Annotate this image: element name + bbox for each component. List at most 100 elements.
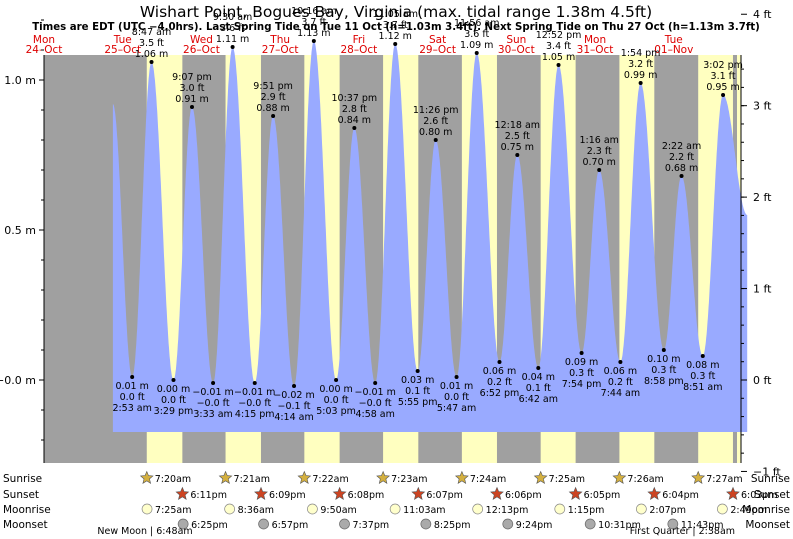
high-tide-time: 1:54 pm: [621, 48, 661, 59]
high-tide-time: 9:07 pm: [172, 72, 212, 83]
low-tide-marker: [536, 366, 541, 370]
moon-phase-label: First Quarter | 2:38am: [630, 526, 735, 537]
moonrise-time: 11:03am: [403, 505, 445, 516]
high-tide-meters: 0.91 m: [175, 94, 208, 105]
low-tide-marker: [618, 360, 623, 364]
low-tide-time: 6:42 am: [519, 394, 558, 405]
moonrise-time: 2:07pm: [649, 505, 686, 516]
day-name: Tue: [113, 34, 132, 46]
day-name: Mon: [584, 34, 606, 46]
high-tide-feet: 3.6 ft: [220, 23, 245, 34]
high-tide-time: 11:26 pm: [413, 105, 459, 116]
low-tide-marker: [211, 381, 216, 385]
high-tide-meters: 1.09 m: [460, 40, 493, 51]
low-tide-time: 6:52 pm: [480, 388, 520, 399]
low-tide-meters: −0.01 m: [354, 387, 395, 398]
low-tide-time: 2:53 am: [112, 403, 151, 414]
row-label-right-sunset: Sunset: [754, 489, 790, 501]
row-label-right-sunrise: Sunrise: [751, 473, 790, 485]
high-tide-meters: 1.12 m: [379, 31, 412, 42]
high-tide-time: 1:16 am: [579, 135, 618, 146]
high-tide-time: 11:56 am: [454, 18, 499, 29]
day-name: Sun: [506, 34, 526, 46]
high-tide-marker: [556, 63, 561, 67]
high-tide-marker: [474, 51, 479, 55]
sunrise-icon: [691, 470, 706, 484]
moonset-icon: [177, 518, 189, 530]
sunset-time: 6:04pm: [662, 490, 699, 501]
sunset-time: 6:11pm: [190, 490, 227, 501]
high-tide-marker: [393, 42, 398, 46]
moonset-icon: [667, 518, 679, 530]
high-tide-meters: 0.84 m: [338, 115, 371, 126]
moonrise-time: 1:15pm: [568, 505, 605, 516]
moonrise-icon: [636, 503, 647, 515]
low-tide-feet: 0.0 ft: [161, 395, 186, 406]
high-tide-feet: 3.2 ft: [628, 59, 653, 70]
high-tide-meters: 0.80 m: [419, 127, 452, 138]
low-tide-marker: [415, 369, 420, 373]
high-tide-marker: [352, 126, 357, 130]
low-tide-feet: 0.3 ft: [651, 365, 676, 376]
sunrise-time: 7:21am: [234, 474, 270, 485]
high-tide-time: 9:51 pm: [253, 81, 293, 92]
sunrise-time: 7:27am: [706, 474, 742, 485]
moonset-icon: [584, 518, 596, 530]
row-label-right-moonrise: Moonrise: [742, 504, 790, 516]
sunrise-time: 7:25am: [549, 474, 585, 485]
low-tide-feet: 0.3 ft: [690, 371, 715, 382]
row-label-left-sunset: Sunset: [3, 489, 39, 501]
sunrise-time: 7:26am: [627, 474, 663, 485]
moonrise-icon: [717, 503, 728, 515]
high-tide-feet: 2.5 ft: [505, 131, 530, 142]
moonrise-time: 12:13pm: [486, 505, 529, 516]
low-tide-marker: [252, 381, 257, 385]
day-date: 30–Oct: [498, 44, 535, 56]
low-tide-meters: −0.01 m: [234, 387, 275, 398]
day-name: Fri: [353, 34, 366, 46]
right-tick-label: 4 ft: [753, 8, 772, 21]
high-tide-meters: 0.68 m: [665, 163, 698, 174]
low-tide-meters: 0.03 m: [401, 375, 434, 386]
chart-subtitle: Times are EDT (UTC −4.0hrs). Last Spring…: [32, 22, 760, 33]
low-tide-marker: [454, 375, 459, 379]
moonset-time: 9:24pm: [516, 520, 553, 531]
high-tide-feet: 3.0 ft: [179, 83, 204, 94]
low-tide-marker: [700, 354, 705, 358]
low-tide-time: 4:58 am: [355, 409, 394, 420]
high-tide-time: 2:22 am: [662, 141, 701, 152]
moonset-time: 6:25pm: [191, 520, 228, 531]
moonrise-icon: [554, 503, 566, 515]
sunset-icon: [332, 486, 347, 500]
low-tide-marker: [373, 381, 378, 385]
high-tide-feet: 3.1 ft: [711, 71, 736, 82]
sunrise-icon: [139, 470, 154, 484]
moonrise-time: 7:25am: [155, 505, 191, 516]
low-tide-time: 8:58 pm: [644, 376, 684, 387]
low-tide-time: 5:47 am: [437, 403, 476, 414]
day-date: 01–Nov: [654, 44, 693, 56]
low-tide-marker: [661, 348, 666, 352]
high-tide-meters: 0.70 m: [582, 157, 615, 168]
moonset-icon: [258, 518, 269, 530]
high-tide-feet: 3.7 ft: [301, 17, 326, 28]
sunset-time: 6:08pm: [348, 490, 385, 501]
low-tide-marker: [497, 360, 502, 364]
high-tide-marker: [638, 81, 643, 85]
chart-title: Wishart Point, Bogues Bay, Virginia (max…: [140, 3, 652, 21]
high-tide-time: 10:37 pm: [332, 93, 378, 104]
left-tick-label: −0.0 m: [0, 374, 36, 387]
sunrise-icon: [297, 470, 312, 484]
sunset-time: 6:03pm: [741, 490, 778, 501]
low-tide-meters: 0.06 m: [483, 366, 516, 377]
low-tide-time: 4:15 pm: [235, 409, 275, 420]
sunrise-icon: [376, 470, 391, 484]
high-tide-meters: 0.88 m: [256, 103, 289, 114]
low-tide-time: 8:51 am: [683, 382, 722, 393]
low-tide-time: 5:55 pm: [398, 397, 438, 408]
sunset-icon: [568, 486, 583, 500]
high-tide-marker: [515, 153, 520, 157]
day-headers: Mon24–OctTue25–OctWed26–OctThu27–OctFri2…: [26, 34, 694, 56]
high-tide-time: 9:30 am: [213, 12, 252, 23]
